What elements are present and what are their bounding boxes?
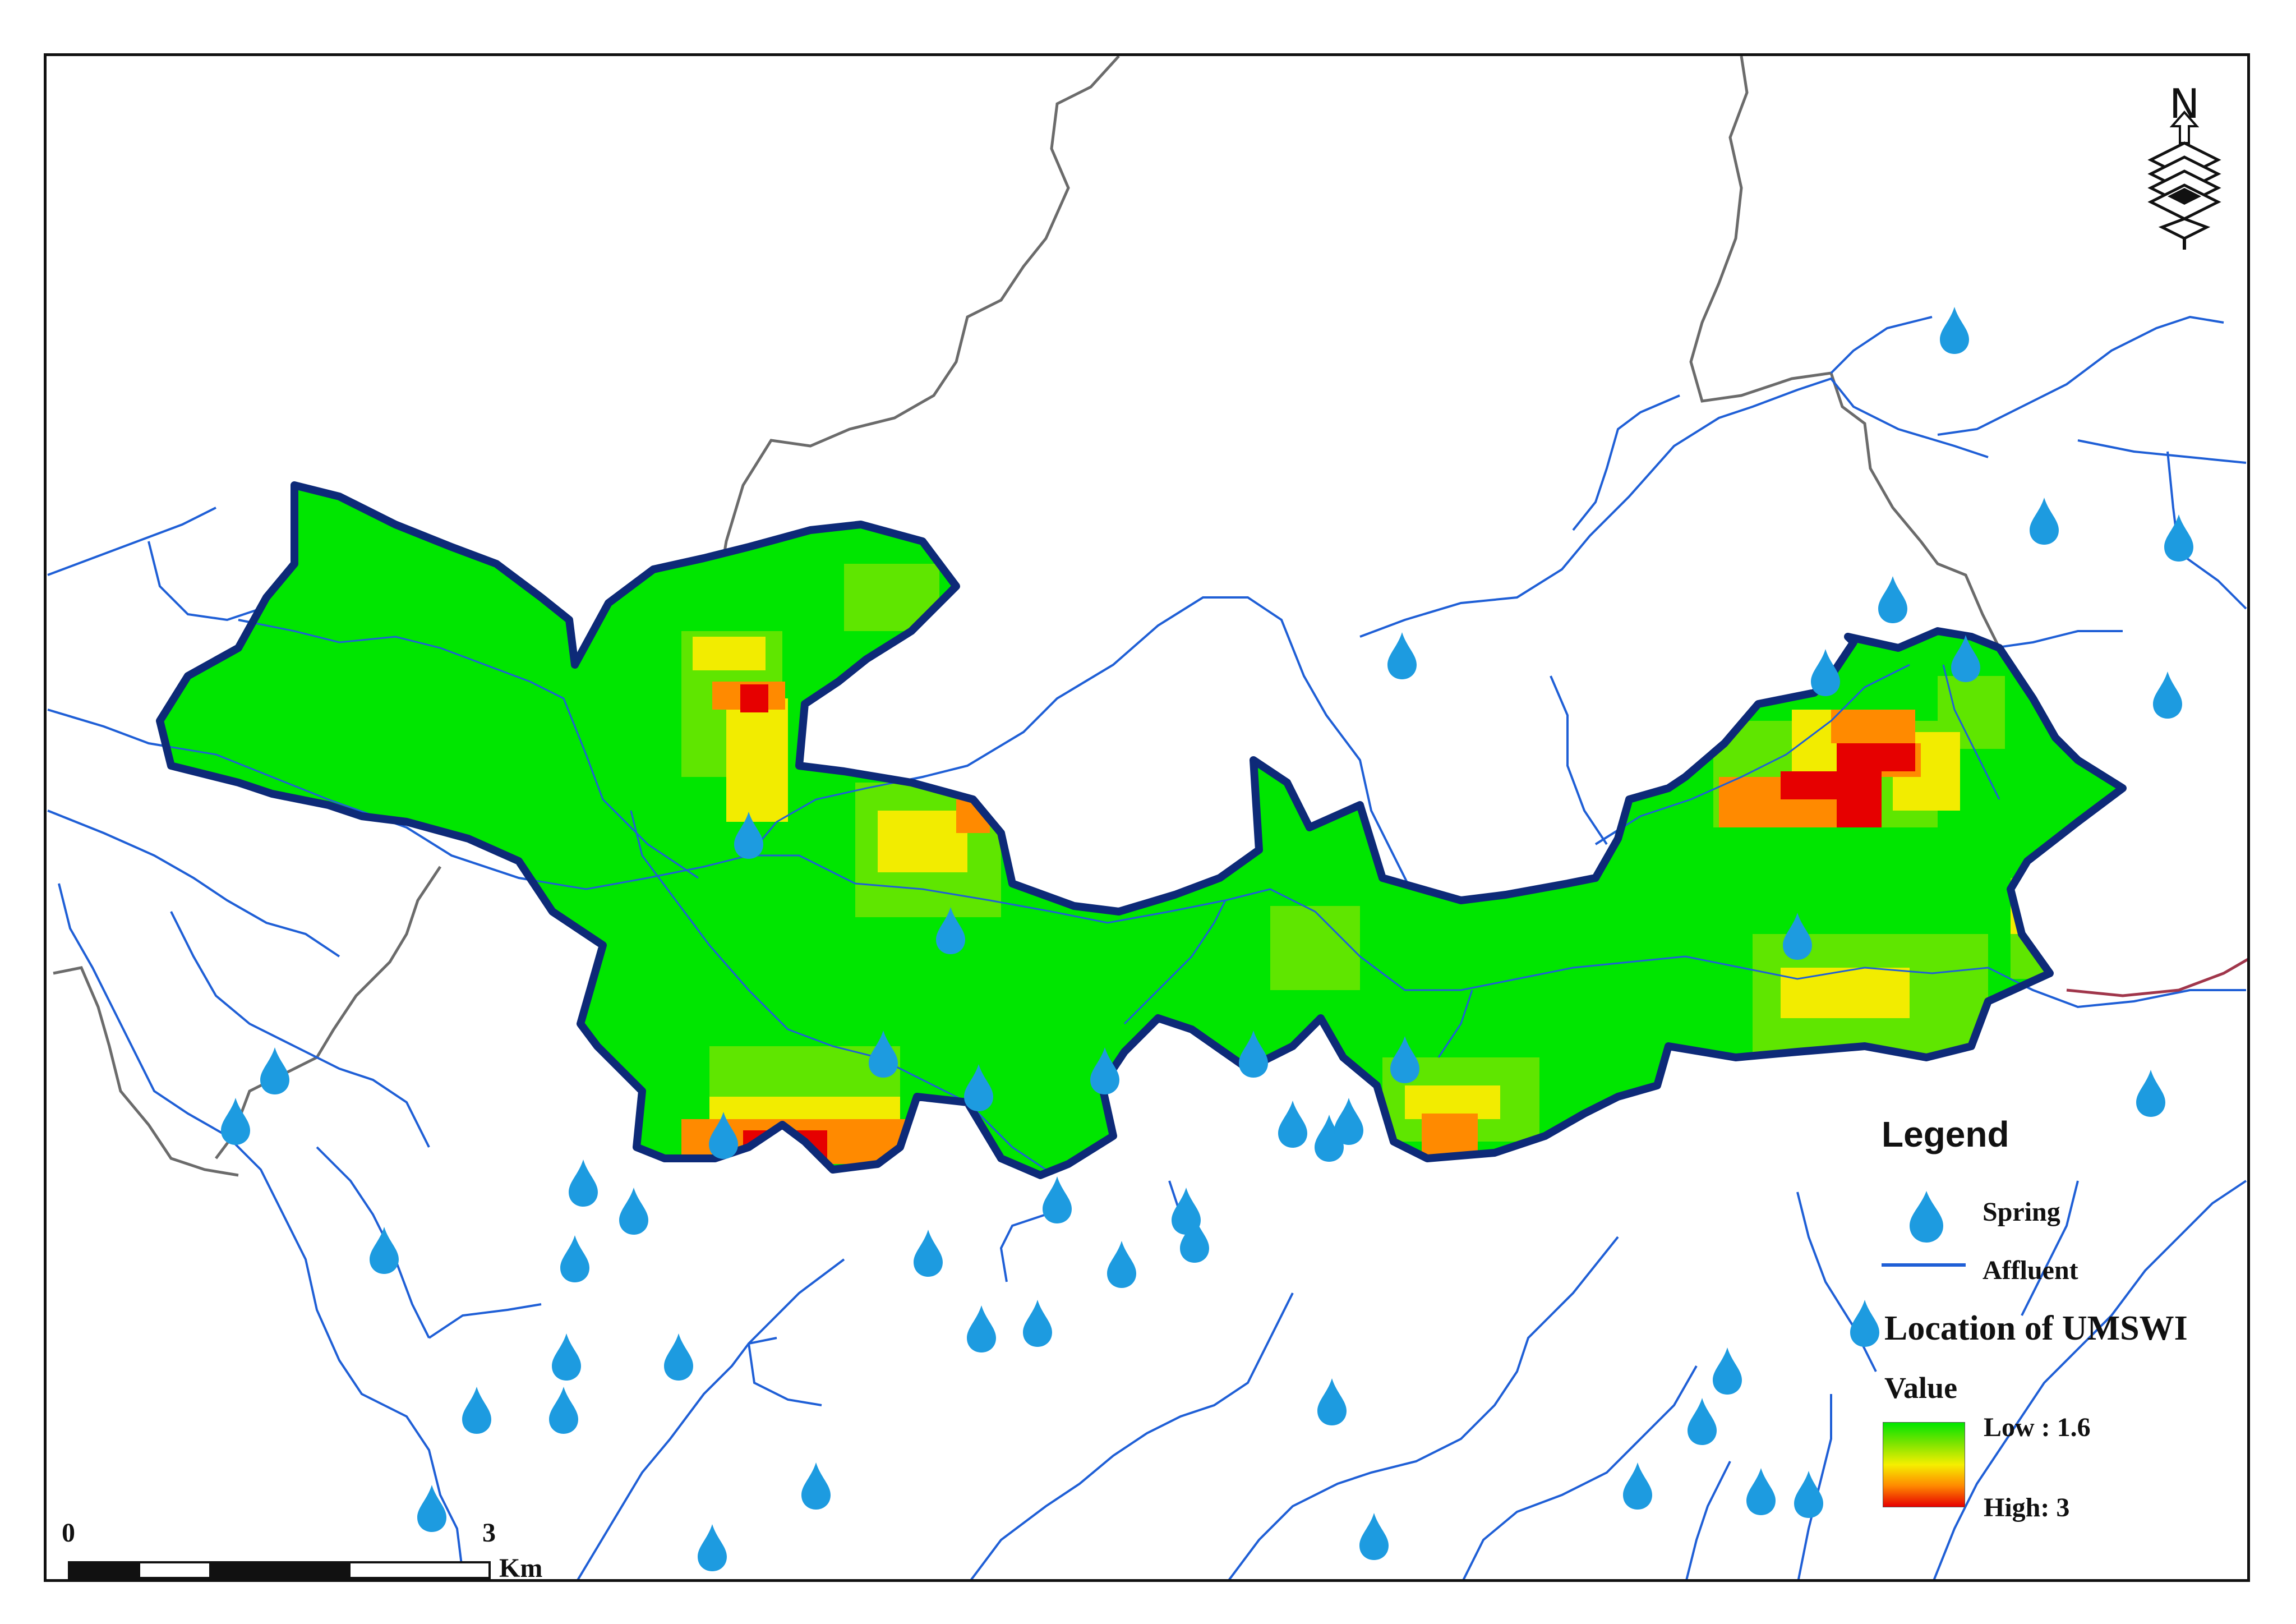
spring-drop-icon (1811, 649, 1840, 696)
spring-drop-icon (1359, 1513, 1389, 1560)
spring-drop-icon (1180, 1216, 1209, 1263)
scale-unit-label: Km (499, 1553, 543, 1582)
spring-drop-icon (1334, 1098, 1363, 1145)
spring-drop-icon (1940, 307, 1969, 354)
spring-drop-icon (801, 1462, 831, 1510)
spring-drop-icon (1387, 632, 1417, 679)
spring-drop-icon (664, 1333, 693, 1381)
north-arrow-icon: N (2147, 80, 2221, 250)
spring-drop-icon (549, 1387, 578, 1434)
scale-start-label: 0 (62, 1518, 75, 1548)
spring-drop-icon (936, 907, 965, 954)
scale-bar (68, 1561, 491, 1579)
spring-drop-icon (1090, 1047, 1119, 1094)
spring-drop-icon (1746, 1468, 1776, 1515)
spring-drop-icon (2164, 514, 2193, 562)
spring-drop-icon (2153, 671, 2182, 719)
spring-drop-icon (370, 1227, 399, 1274)
affluent-streams (47, 315, 2247, 1579)
spring-drop-icon (734, 812, 763, 859)
spring-drop-icon (462, 1387, 491, 1434)
spring-drop-icon (698, 1524, 727, 1571)
spring-drop-icon (1794, 1471, 1823, 1518)
spring-drop-icon (1850, 1300, 1879, 1347)
legend-value-title: Value (1884, 1371, 1958, 1405)
map-canvas: N (47, 56, 2247, 1579)
spring-drop-icon (869, 1030, 898, 1078)
spring-drop-icon (1107, 1241, 1136, 1288)
spring-drop-icon (569, 1160, 598, 1207)
legend-affluent-label: Affluent (1983, 1255, 2078, 1285)
spring-drop-icon (1239, 1030, 1268, 1078)
spring-drop-icon (1878, 576, 1907, 623)
scale-end-label: 3 (482, 1518, 496, 1548)
ridge-lines (53, 56, 2001, 1177)
spring-drop-icon (1023, 1300, 1052, 1347)
spring-drop-icon (964, 1064, 993, 1111)
legend-spring-icon (1910, 1191, 1943, 1243)
spring-markers (221, 307, 2193, 1571)
legend-spring-label: Spring (1983, 1197, 2060, 1227)
spring-drop-icon (1783, 913, 1812, 960)
spring-drop-icon (1317, 1378, 1347, 1425)
legend-title: Legend (1882, 1114, 2009, 1154)
spring-drop-icon (1951, 635, 1980, 682)
spring-drop-icon (1390, 1036, 1419, 1083)
spring-drop-icon (619, 1188, 648, 1235)
spring-drop-icon (417, 1485, 446, 1532)
spring-drop-icon (1688, 1398, 1717, 1445)
spring-drop-icon (260, 1047, 289, 1094)
spring-drop-icon (1043, 1176, 1072, 1223)
spring-drop-icon (1713, 1347, 1742, 1395)
boundary-red-line (2066, 958, 2247, 997)
spring-drop-icon (221, 1098, 250, 1145)
spring-drop-icon (709, 1112, 738, 1159)
spring-drop-icon (2136, 1070, 2165, 1117)
legend-color-ramp (1883, 1422, 1965, 1507)
spring-drop-icon (1315, 1115, 1344, 1162)
spring-drop-icon (914, 1230, 943, 1277)
spring-drop-icon (1278, 1101, 1307, 1148)
spring-drop-icon (560, 1235, 589, 1282)
spring-drop-icon (2030, 498, 2059, 545)
legend-umswi-title: Location of UMSWI (1884, 1309, 2188, 1347)
legend-high-label: High: 3 (1984, 1493, 2070, 1522)
legend-low-label: Low : 1.6 (1984, 1413, 2091, 1442)
spring-drop-icon (967, 1305, 996, 1352)
spring-drop-icon (1623, 1462, 1652, 1510)
map-frame: N Legend Spring Affluent Location of UMS… (44, 53, 2250, 1582)
spring-drop-icon (552, 1333, 581, 1381)
